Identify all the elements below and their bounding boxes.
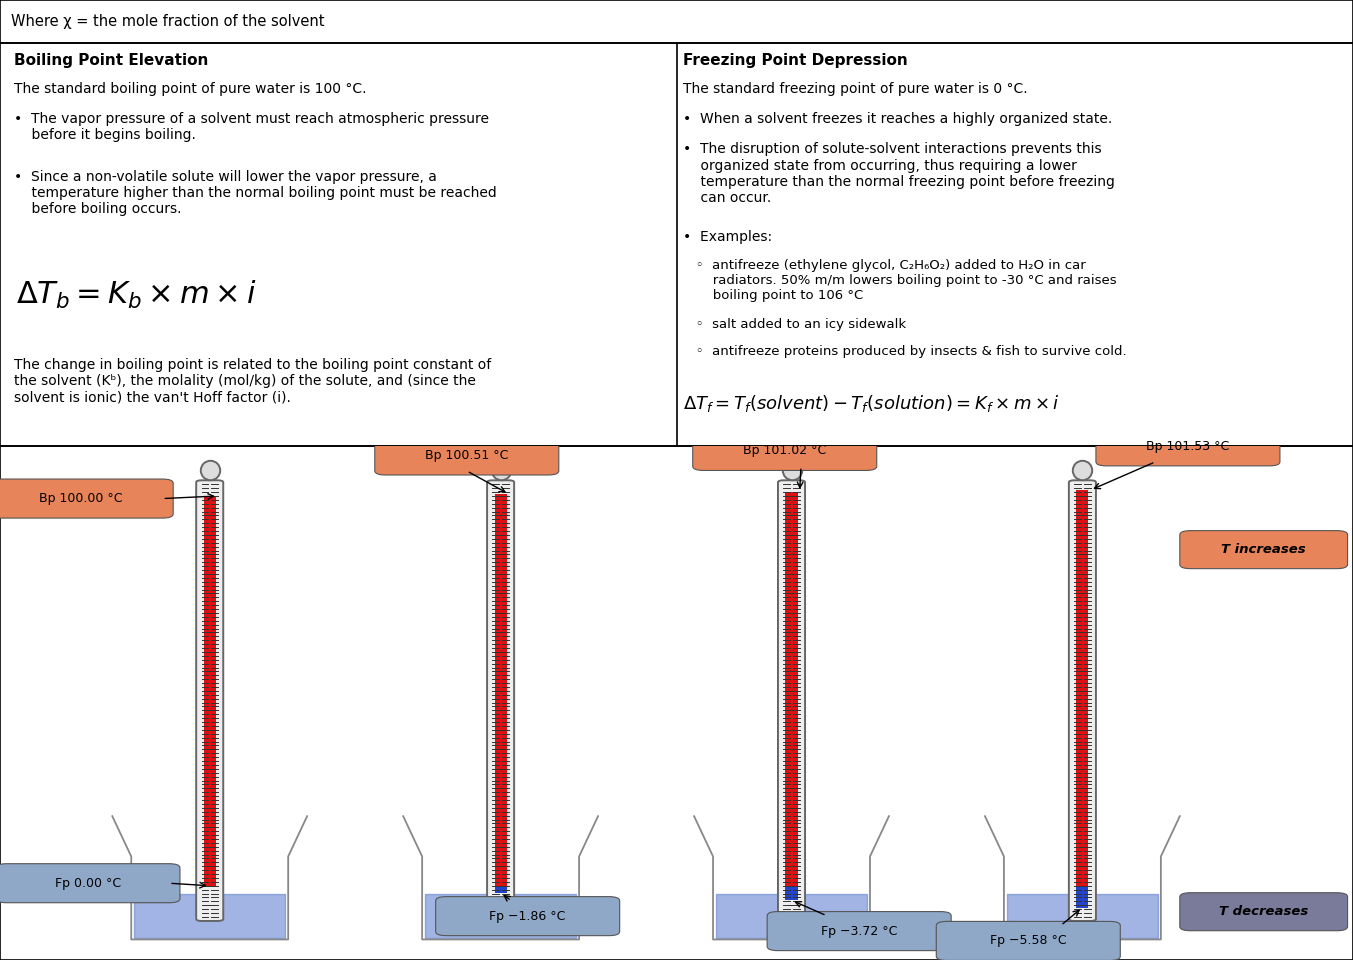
Text: Where χ = the mole fraction of the solvent: Where χ = the mole fraction of the solve…	[11, 14, 325, 29]
Text: •  Since a non-volatile solute will lower the vapor pressure, a
    temperature : • Since a non-volatile solute will lower…	[14, 170, 497, 216]
Text: Bp 101.53 °C: Bp 101.53 °C	[1146, 440, 1230, 453]
FancyBboxPatch shape	[936, 922, 1120, 960]
Text: •  When a solvent freezes it reaches a highly organized state.: • When a solvent freezes it reaches a hi…	[683, 112, 1112, 126]
FancyBboxPatch shape	[1180, 531, 1348, 568]
Bar	[203, 496, 216, 886]
FancyBboxPatch shape	[487, 480, 514, 921]
Text: Fp −1.86 °C: Fp −1.86 °C	[490, 910, 566, 923]
Text: Fp −3.72 °C: Fp −3.72 °C	[821, 924, 897, 938]
Text: Bp 100.51 °C: Bp 100.51 °C	[425, 449, 509, 462]
FancyBboxPatch shape	[767, 912, 951, 950]
Bar	[1077, 886, 1088, 907]
Text: •  The disruption of solute-solvent interactions prevents this
    organized sta: • The disruption of solute-solvent inter…	[683, 142, 1115, 205]
FancyBboxPatch shape	[1096, 427, 1280, 466]
Bar	[495, 886, 506, 893]
FancyBboxPatch shape	[778, 480, 805, 921]
FancyBboxPatch shape	[693, 431, 877, 470]
Text: Fp 0.00 °C: Fp 0.00 °C	[55, 876, 120, 890]
Bar	[495, 494, 506, 886]
Bar	[1077, 490, 1088, 886]
Text: Fp −5.58 °C: Fp −5.58 °C	[990, 934, 1066, 948]
Text: Freezing Point Depression: Freezing Point Depression	[683, 53, 908, 68]
Text: T increases: T increases	[1222, 543, 1306, 556]
Text: •  The vapor pressure of a solvent must reach atmospheric pressure
    before it: • The vapor pressure of a solvent must r…	[14, 112, 488, 142]
Text: •  Examples:: • Examples:	[683, 230, 773, 244]
FancyBboxPatch shape	[436, 897, 620, 936]
Text: Boiling Point Elevation: Boiling Point Elevation	[14, 53, 208, 68]
Text: Bp 101.02 °C: Bp 101.02 °C	[743, 444, 827, 457]
Text: The standard freezing point of pure water is 0 °C.: The standard freezing point of pure wate…	[683, 82, 1028, 96]
Text: The change in boiling point is related to the boiling point constant of
the solv: The change in boiling point is related t…	[14, 358, 491, 404]
Text: ◦  antifreeze proteins produced by insects & fish to survive cold.: ◦ antifreeze proteins produced by insect…	[683, 346, 1127, 358]
FancyBboxPatch shape	[1180, 893, 1348, 931]
Bar	[785, 492, 797, 886]
Text: ◦  antifreeze (ethylene glycol, C₂H₆O₂) added to H₂O in car
       radiators. 50: ◦ antifreeze (ethylene glycol, C₂H₆O₂) a…	[683, 259, 1116, 301]
Text: $\Delta T_f = T_f(\mathit{solvent}) - T_f(\mathit{solution}) = K_f \times m \tim: $\Delta T_f = T_f(\mathit{solvent}) - T_…	[683, 394, 1059, 414]
Text: $\Delta T_b = K_b \times m \times i$: $\Delta T_b = K_b \times m \times i$	[16, 279, 257, 311]
FancyBboxPatch shape	[0, 864, 180, 902]
Text: The standard boiling point of pure water is 100 °C.: The standard boiling point of pure water…	[14, 82, 367, 96]
FancyBboxPatch shape	[1069, 480, 1096, 921]
FancyBboxPatch shape	[196, 480, 223, 921]
Text: T decreases: T decreases	[1219, 905, 1308, 918]
FancyBboxPatch shape	[0, 479, 173, 518]
Text: Bp 100.00 °C: Bp 100.00 °C	[39, 492, 123, 505]
Text: ◦  salt added to an icy sidewalk: ◦ salt added to an icy sidewalk	[683, 318, 907, 331]
FancyBboxPatch shape	[375, 436, 559, 475]
Bar	[785, 886, 797, 900]
